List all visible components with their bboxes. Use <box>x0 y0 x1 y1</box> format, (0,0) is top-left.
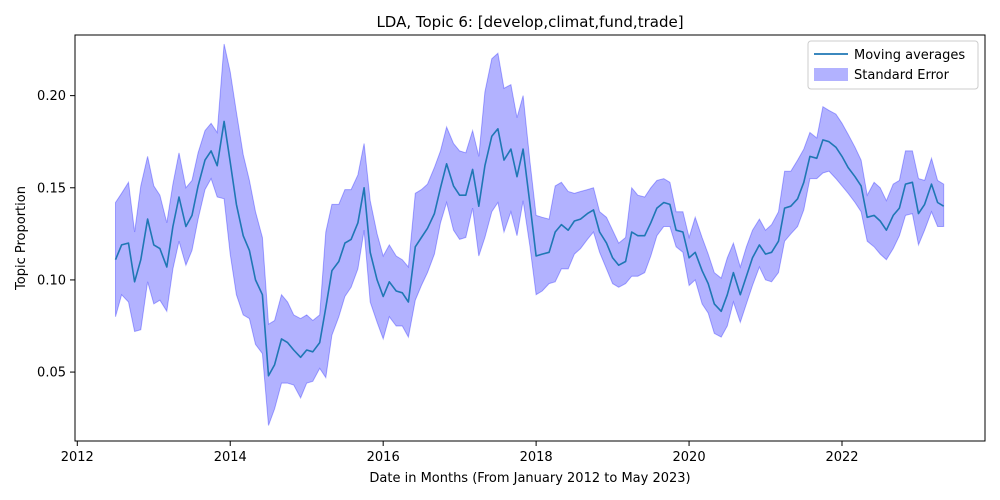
y-tick-label: 0.20 <box>37 89 66 104</box>
moving-average-line-layer <box>114 120 945 377</box>
plot-area-frame <box>74 34 986 442</box>
legend-label-moving-averages: Moving averages <box>854 48 965 63</box>
y-tick-label: 0.15 <box>37 181 66 196</box>
y-tick-label: 0.05 <box>37 366 66 381</box>
x-tick-label: 2016 <box>367 450 400 465</box>
legend: Moving averages Standard Error <box>807 40 979 90</box>
x-axis: 2012 2014 2016 2018 2020 2022 <box>61 441 859 465</box>
y-axis: 0.05 0.10 0.15 0.20 <box>37 89 75 381</box>
x-tick-label: 2014 <box>214 450 247 465</box>
moving-average-line <box>114 120 945 377</box>
y-tick-label: 0.10 <box>37 273 66 288</box>
x-tick-label: 2020 <box>673 450 706 465</box>
x-tick-label: 2022 <box>825 450 858 465</box>
chart-title: LDA, Topic 6: [develop,climat,fund,trade… <box>376 13 683 31</box>
legend-label-standard-error: Standard Error <box>854 68 950 83</box>
y-axis-label: Topic Proportion <box>14 186 29 291</box>
x-tick-label: 2018 <box>520 450 553 465</box>
legend-box <box>807 40 979 90</box>
x-tick-label: 2012 <box>61 450 94 465</box>
legend-band-swatch <box>814 68 848 81</box>
x-axis-label: Date in Months (From January 2012 to May… <box>369 471 690 486</box>
